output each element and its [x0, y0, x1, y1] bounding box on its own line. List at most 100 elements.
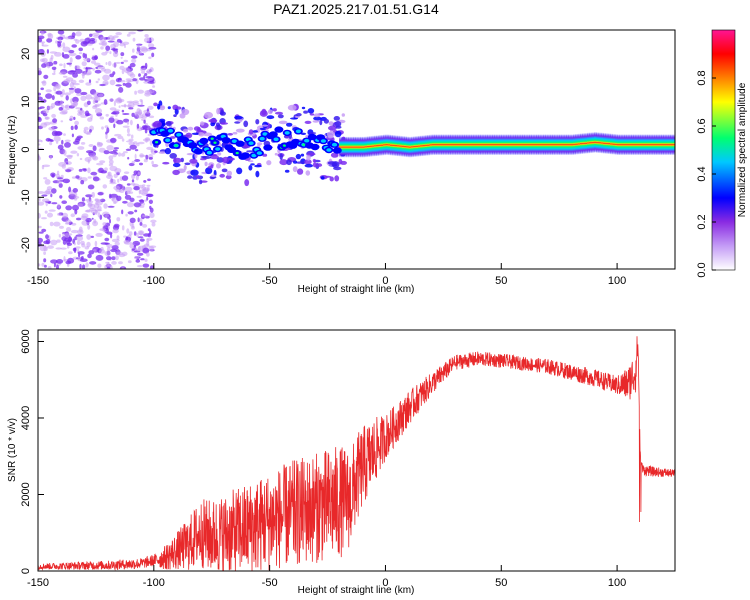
ridge-segment — [589, 132, 593, 154]
noise-blob — [57, 41, 62, 47]
noise-blob — [226, 170, 232, 177]
noise-blob — [78, 52, 83, 55]
noise-blob — [323, 118, 329, 124]
noise-blob — [80, 91, 88, 96]
noise-blob — [41, 228, 47, 233]
noise-blob — [93, 96, 101, 102]
noise-blob — [106, 243, 113, 248]
noise-blob — [139, 217, 143, 224]
noise-blob — [143, 233, 151, 237]
x-tick-label: -150 — [27, 577, 49, 589]
noise-blob — [89, 155, 93, 159]
noise-blob — [293, 160, 298, 164]
noise-blob — [109, 79, 116, 86]
noise-blob — [292, 166, 298, 173]
ridge-segment — [603, 132, 607, 154]
noise-blob — [86, 209, 90, 213]
noise-blob — [62, 75, 68, 78]
ridge-segment — [353, 136, 356, 158]
noise-blob — [131, 58, 137, 64]
noise-blob — [99, 160, 106, 164]
noise-blob — [128, 231, 133, 236]
noise-blob — [85, 82, 92, 86]
noise-blob — [57, 213, 61, 216]
noise-blob — [216, 124, 221, 130]
noise-blob — [144, 123, 148, 126]
noise-blob — [246, 150, 254, 153]
noise-blob — [164, 147, 171, 155]
noise-blob — [132, 37, 136, 42]
noise-blob — [49, 51, 58, 54]
noise-blob — [81, 61, 87, 67]
noise-blob — [304, 120, 312, 124]
noise-blob — [252, 130, 258, 133]
ridge-segment — [554, 134, 558, 156]
noise-blob — [149, 212, 155, 219]
noise-blob — [124, 186, 133, 192]
ridge-segment — [339, 136, 342, 158]
ridge-segment — [422, 135, 426, 157]
noise-blob — [47, 266, 52, 269]
ridge-segment — [543, 134, 546, 156]
noise-blob — [74, 120, 79, 126]
noise-blob — [139, 222, 143, 226]
spectrogram-noise — [38, 30, 347, 269]
noise-blob — [144, 73, 148, 76]
noise-blob — [141, 125, 148, 130]
noise-blob — [51, 188, 57, 194]
noise-blob — [49, 139, 54, 142]
noise-blob — [140, 68, 144, 71]
noise-blob — [108, 117, 115, 123]
noise-blob — [70, 98, 73, 104]
noise-blob — [43, 251, 46, 255]
noise-blob — [50, 259, 58, 264]
noise-blob — [110, 248, 117, 253]
noise-blob — [304, 163, 313, 168]
noise-blob — [140, 258, 145, 261]
noise-blob — [286, 122, 293, 127]
noise-blob — [200, 155, 207, 159]
noise-blob — [80, 215, 88, 220]
ridge-segment — [364, 136, 368, 158]
noise-blob — [59, 225, 64, 229]
ridge-segment — [457, 134, 461, 156]
ridge-segment — [492, 134, 495, 156]
noise-blob — [116, 217, 121, 222]
noise-blob — [57, 177, 64, 180]
noise-blob — [196, 175, 200, 178]
noise-blob — [46, 49, 50, 54]
ridge-segment — [387, 134, 391, 156]
noise-blob — [126, 133, 131, 137]
noise-blob — [146, 146, 154, 150]
ridge-segment — [452, 134, 456, 156]
noise-blob — [62, 212, 68, 219]
ridge-segment — [413, 136, 417, 158]
noise-blob — [134, 250, 141, 253]
noise-blob — [38, 212, 41, 219]
noise-blob — [131, 223, 135, 228]
ridge-segment — [436, 134, 440, 156]
ridge-segment — [654, 134, 658, 156]
noise-blob — [93, 219, 97, 224]
noise-blob — [234, 121, 241, 124]
ridge-segment — [573, 134, 576, 155]
noise-blob — [73, 140, 80, 145]
noise-blob — [38, 37, 42, 43]
noise-blob — [115, 113, 118, 117]
noise-blob — [149, 265, 155, 269]
ridge-segment — [366, 136, 370, 158]
noise-blob — [117, 178, 120, 183]
ridge-segment — [473, 134, 477, 156]
noise-blob — [83, 57, 90, 62]
noise-blob — [90, 171, 98, 176]
noise-blob — [113, 185, 121, 191]
noise-blob — [40, 87, 44, 91]
noise-blob — [62, 42, 66, 49]
noise-blob — [198, 179, 203, 185]
noise-blob — [76, 235, 84, 241]
ridge-segment — [619, 134, 623, 156]
noise-blob — [243, 120, 249, 128]
noise-blob — [137, 217, 140, 223]
ridge-blob — [165, 138, 171, 142]
noise-blob — [309, 113, 315, 116]
